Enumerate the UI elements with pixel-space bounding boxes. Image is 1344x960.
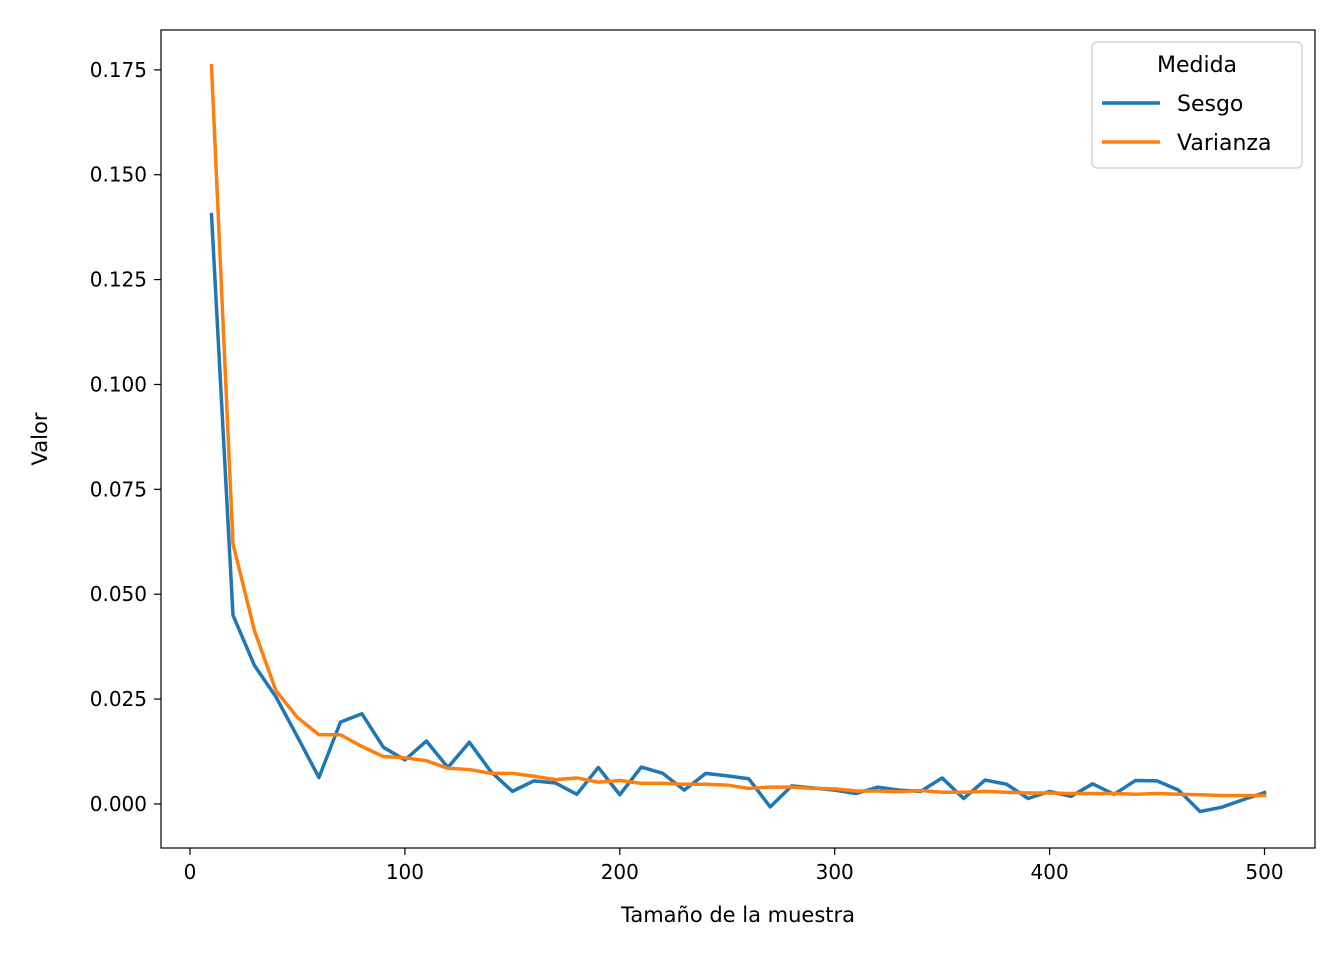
x-tick-label: 200 — [601, 860, 639, 884]
y-tick-label: 0.150 — [90, 163, 147, 187]
y-tick-label: 0.025 — [90, 687, 147, 711]
y-tick-label: 0.125 — [90, 268, 147, 292]
y-axis-label: Valor — [28, 412, 52, 465]
legend: Medida Sesgo Varianza — [1091, 41, 1303, 169]
plot-area — [160, 29, 1316, 849]
x-tick-label: 400 — [1031, 860, 1069, 884]
y-tick-label: 0.100 — [90, 372, 147, 396]
series-line-sesgo — [209, 212, 1267, 814]
legend-label-sesgo: Sesgo — [1177, 92, 1243, 117]
x-tick-label: 500 — [1245, 860, 1283, 884]
y-tick-label: 0.175 — [90, 58, 147, 82]
x-axis-label: Tamaño de la muestra — [620, 903, 855, 927]
y-axis: 0.000 0.025 0.050 0.075 0.100 0.125 0.150 0.175 — [90, 58, 161, 816]
plot-frame — [160, 29, 1316, 849]
y-tick-label: 0.050 — [90, 582, 147, 606]
legend-box — [1091, 41, 1303, 169]
x-tick-label: 0 — [184, 860, 197, 884]
series-line-varianza — [209, 63, 1267, 798]
legend-label-varianza: Varianza — [1177, 131, 1271, 156]
legend-title: Medida — [1157, 53, 1237, 78]
x-axis: 0 100 200 300 400 500 — [184, 848, 1284, 884]
y-tick-label: 0.075 — [90, 477, 147, 501]
y-tick-label: 0.000 — [90, 792, 147, 816]
x-tick-label: 300 — [816, 860, 854, 884]
series-layer — [209, 63, 1267, 814]
x-tick-label: 100 — [386, 860, 424, 884]
